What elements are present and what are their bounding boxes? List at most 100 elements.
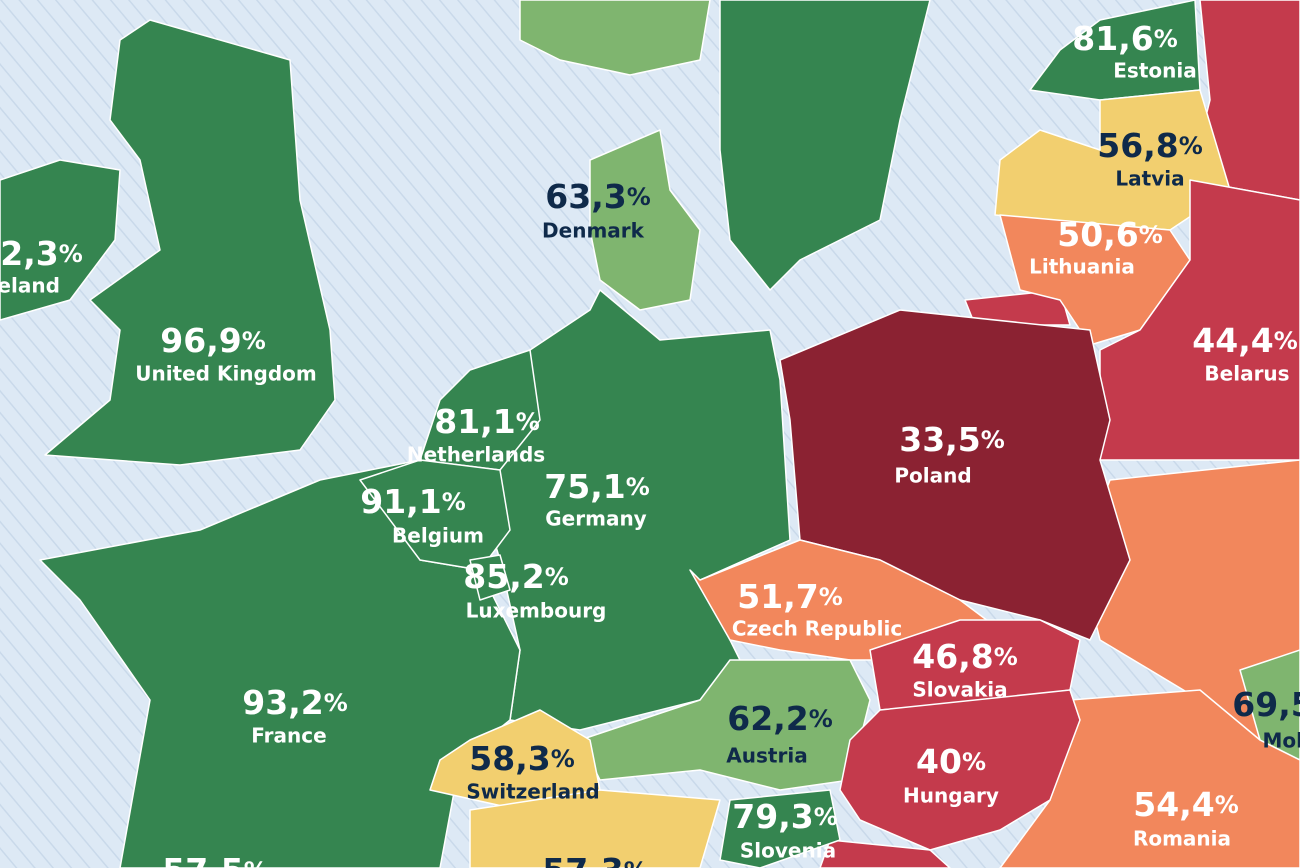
value-unit: % (1139, 221, 1163, 249)
country-shape (469, 789, 721, 868)
value-label: 81,6% (1072, 19, 1177, 58)
labels: 81,6%Estonia56,8%Latvia63,3%Denmark72,3%… (0, 19, 1300, 868)
country-name: Latvia (1115, 167, 1184, 191)
value-label: 57,3% (542, 851, 647, 868)
value-number: 81,1 (434, 402, 515, 441)
value-number: 50,6 (1057, 215, 1138, 254)
value-number: 40 (916, 742, 962, 781)
value-number: 75,1 (544, 467, 625, 506)
country-shape (39, 459, 521, 868)
value-label: 56,8% (1097, 126, 1202, 165)
value-label: 85,2% (463, 557, 568, 596)
norway (519, 0, 711, 76)
kaliningrad (964, 289, 1071, 326)
value-label: 40% (916, 742, 986, 781)
country-name: Czech Republic (732, 617, 902, 641)
country-name: Austria (726, 744, 807, 768)
value-label: 46,8% (912, 637, 1017, 676)
sweden (719, 0, 931, 291)
value-number: 46,8 (912, 637, 993, 676)
value-number: 69,5 (1232, 685, 1300, 724)
value-unit: % (242, 327, 266, 355)
value-number: 85,2 (463, 557, 544, 596)
country-name: France (251, 724, 326, 748)
value-number: 62,2 (727, 699, 808, 738)
value-unit: % (962, 748, 986, 776)
country-shape (469, 554, 511, 601)
value-unit: % (981, 426, 1005, 454)
value-label: 33,5% (899, 420, 1004, 459)
value-number: 57,3 (542, 851, 623, 868)
value-label: 72,3% (0, 234, 83, 273)
value-number: 44,4 (1192, 321, 1273, 360)
value-unit: % (1154, 25, 1178, 53)
country-name: Switzerland (466, 780, 599, 804)
value-unit: % (627, 183, 651, 211)
country-shape (0, 159, 121, 321)
value-label: 54,4% (1133, 785, 1238, 824)
value-number: 33,5 (899, 420, 980, 459)
country-shape (429, 709, 601, 811)
value-number: 57,5 (162, 851, 243, 868)
country-name: Ireland (0, 274, 60, 298)
value-label: 58,3% (469, 739, 574, 778)
value-number: 81,6 (1072, 19, 1153, 58)
country-shape (589, 129, 701, 311)
country-name: Moldova (1262, 729, 1300, 753)
country-name: Luxembourg (466, 599, 607, 623)
value-number: 79,3 (732, 797, 813, 836)
country-name: Estonia (1113, 59, 1196, 83)
value-number: 63,3 (545, 177, 626, 216)
country-name: Germany (545, 507, 646, 531)
value-label: 79,3% (732, 797, 837, 836)
value-unit: % (819, 583, 843, 611)
value-unit: % (516, 408, 540, 436)
country-name: Slovakia (912, 678, 1007, 702)
country-name: Denmark (542, 219, 645, 243)
value-label: 62,2% (727, 699, 832, 738)
value-number: 51,7 (737, 577, 818, 616)
value-number: 93,2 (242, 683, 323, 722)
value-number: 91,1 (360, 482, 441, 521)
value-label: 75,1% (544, 467, 649, 506)
country-name: Belarus (1204, 362, 1289, 386)
country-name: Slovenia (740, 839, 836, 863)
value-number: 58,3 (469, 739, 550, 778)
value-unit: % (1215, 791, 1239, 819)
value-unit: % (1274, 327, 1298, 355)
country-shape (839, 689, 1081, 851)
value-label: 51,7% (737, 577, 842, 616)
value-unit: % (59, 240, 83, 268)
value-number: 72,3 (0, 234, 59, 273)
value-unit: % (814, 803, 838, 831)
value-label: 44,4% (1192, 321, 1297, 360)
value-unit: % (551, 745, 575, 773)
value-label: 91,1% (360, 482, 465, 521)
country-name: Romania (1133, 827, 1231, 851)
country-name: United Kingdom (135, 362, 317, 386)
value-number: 54,4 (1133, 785, 1214, 824)
country-name: Poland (894, 464, 971, 488)
value-label: 63,3% (545, 177, 650, 216)
country-shape (719, 789, 841, 868)
country-name: Lithuania (1029, 255, 1135, 279)
value-unit: % (324, 689, 348, 717)
country-shape (359, 459, 511, 571)
value-label: 81,1% (434, 402, 539, 441)
value-label: 96,9% (160, 321, 265, 360)
value-unit: % (545, 563, 569, 591)
value-label: 69,5% (1232, 685, 1300, 724)
croatia (819, 839, 951, 868)
value-unit: % (1179, 132, 1203, 160)
value-unit: % (626, 473, 650, 501)
value-label: 57,5% (162, 851, 267, 868)
value-number: 56,8 (1097, 126, 1178, 165)
country-shape (44, 19, 336, 466)
country-name: Belgium (392, 524, 484, 548)
value-label: 93,2% (242, 683, 347, 722)
country-shape (1239, 649, 1300, 761)
country-name: Netherlands (407, 443, 545, 467)
value-label: 50,6% (1057, 215, 1162, 254)
